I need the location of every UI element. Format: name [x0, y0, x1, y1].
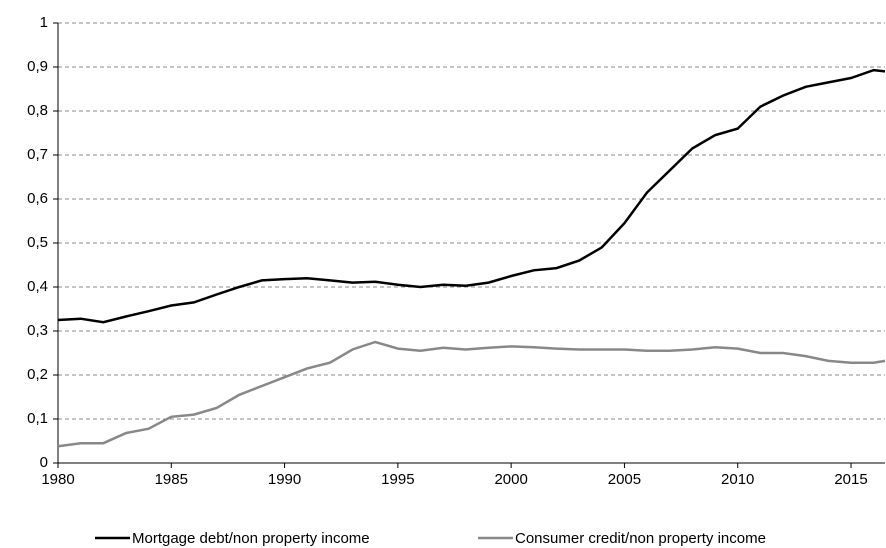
y-tick-label: 0,8: [27, 102, 48, 119]
y-tick-label: 1: [40, 14, 48, 31]
series-line: [57, 340, 886, 448]
x-tick-label: 2005: [608, 471, 641, 488]
y-tick-label: 0,9: [27, 58, 48, 75]
x-tick-label: 1985: [155, 471, 188, 488]
y-tick-label: 0,5: [27, 234, 48, 251]
x-tick-label: 1990: [268, 471, 301, 488]
y-tick-label: 0,4: [27, 278, 48, 295]
y-tick-label: 0,3: [27, 322, 48, 339]
x-tick-label: 2000: [494, 471, 527, 488]
x-tick-label: 1980: [41, 471, 74, 488]
legend-label: Mortgage debt/non property income: [132, 530, 370, 547]
legend-label: Consumer credit/non property income: [515, 530, 766, 547]
y-tick-label: 0,1: [27, 410, 48, 427]
y-tick-label: 0: [40, 454, 48, 471]
x-tick-label: 2015: [834, 471, 867, 488]
x-tick-label: 2010: [721, 471, 754, 488]
series-line: [57, 68, 886, 324]
y-tick-label: 0,6: [27, 190, 48, 207]
y-tick-label: 0,7: [27, 146, 48, 163]
x-tick-label: 1995: [381, 471, 414, 488]
y-tick-label: 0,2: [27, 366, 48, 383]
